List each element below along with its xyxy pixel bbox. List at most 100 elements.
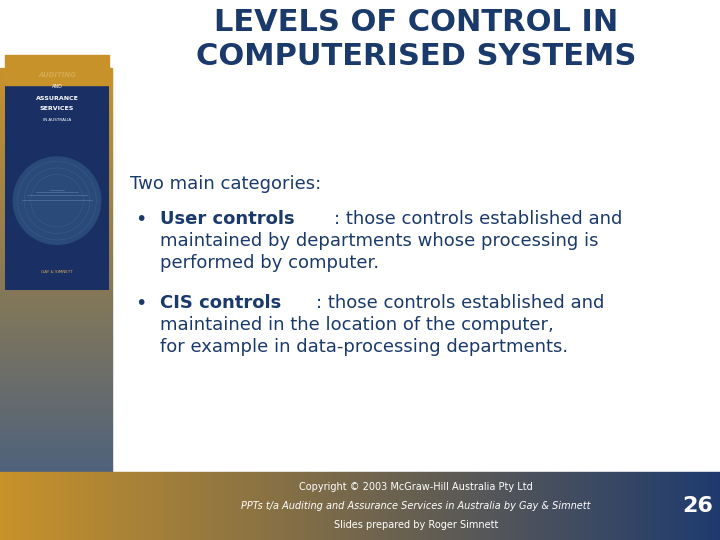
- Bar: [470, 472, 472, 540]
- Bar: [0, 328, 112, 329]
- Bar: [0, 147, 112, 149]
- Bar: [632, 472, 634, 540]
- Bar: [128, 472, 130, 540]
- Bar: [42, 472, 43, 540]
- Bar: [0, 477, 112, 478]
- Bar: [534, 472, 536, 540]
- Bar: [0, 381, 112, 383]
- Bar: [0, 480, 112, 482]
- Bar: [0, 528, 112, 529]
- Bar: [73, 472, 76, 540]
- Bar: [0, 185, 112, 186]
- Bar: [0, 195, 112, 197]
- Bar: [45, 472, 47, 540]
- Bar: [0, 313, 112, 315]
- Bar: [518, 472, 521, 540]
- Bar: [703, 472, 706, 540]
- Bar: [0, 246, 112, 247]
- Bar: [0, 144, 112, 145]
- Bar: [468, 472, 470, 540]
- Bar: [0, 468, 112, 469]
- Bar: [0, 73, 112, 75]
- Bar: [562, 472, 563, 540]
- Bar: [0, 469, 112, 471]
- Bar: [0, 449, 112, 450]
- Bar: [0, 191, 112, 192]
- Bar: [167, 472, 169, 540]
- Bar: [684, 472, 685, 540]
- Bar: [238, 472, 239, 540]
- Bar: [0, 134, 112, 136]
- Bar: [698, 472, 701, 540]
- Bar: [0, 84, 112, 85]
- Bar: [527, 472, 529, 540]
- Bar: [0, 265, 112, 266]
- Bar: [0, 260, 112, 261]
- Bar: [210, 472, 212, 540]
- Bar: [95, 472, 97, 540]
- Bar: [0, 111, 112, 112]
- Bar: [0, 292, 112, 293]
- Bar: [0, 214, 112, 216]
- Bar: [397, 472, 400, 540]
- Bar: [301, 472, 302, 540]
- Bar: [145, 472, 148, 540]
- Bar: [40, 472, 42, 540]
- Bar: [452, 472, 454, 540]
- Bar: [359, 472, 360, 540]
- Bar: [389, 472, 391, 540]
- Bar: [0, 450, 112, 452]
- Text: : those controls established and: : those controls established and: [317, 294, 605, 312]
- Bar: [216, 472, 218, 540]
- Bar: [0, 427, 112, 428]
- Bar: [683, 472, 684, 540]
- Bar: [0, 390, 112, 392]
- Bar: [0, 189, 112, 191]
- Bar: [169, 472, 171, 540]
- Bar: [0, 208, 112, 210]
- Bar: [0, 464, 112, 466]
- Bar: [549, 472, 551, 540]
- Text: for example in data-processing departments.: for example in data-processing departmen…: [160, 338, 568, 356]
- Bar: [331, 472, 333, 540]
- Bar: [0, 442, 112, 444]
- Bar: [107, 472, 108, 540]
- Bar: [503, 472, 504, 540]
- Bar: [0, 172, 112, 173]
- Bar: [0, 359, 112, 361]
- Bar: [647, 472, 648, 540]
- Bar: [29, 472, 30, 540]
- Bar: [0, 140, 112, 142]
- Bar: [0, 173, 112, 175]
- Bar: [0, 276, 112, 277]
- Bar: [490, 472, 491, 540]
- Bar: [0, 395, 112, 397]
- Bar: [0, 472, 112, 474]
- Bar: [391, 472, 392, 540]
- Bar: [0, 187, 112, 189]
- Bar: [412, 472, 414, 540]
- Bar: [0, 394, 112, 395]
- Bar: [0, 77, 112, 79]
- Bar: [367, 472, 369, 540]
- Bar: [0, 356, 112, 357]
- Bar: [0, 521, 112, 523]
- Bar: [0, 435, 112, 436]
- Bar: [611, 472, 612, 540]
- Bar: [0, 502, 112, 504]
- Bar: [0, 516, 112, 518]
- Bar: [0, 301, 112, 302]
- Bar: [0, 269, 112, 271]
- Bar: [337, 472, 338, 540]
- Bar: [151, 472, 153, 540]
- Bar: [0, 266, 112, 268]
- Bar: [0, 505, 112, 507]
- Bar: [0, 180, 112, 181]
- Bar: [122, 472, 125, 540]
- Bar: [670, 472, 671, 540]
- Bar: [194, 472, 196, 540]
- Bar: [0, 244, 112, 246]
- Bar: [81, 472, 83, 540]
- Bar: [0, 175, 112, 177]
- Text: SERVICES: SERVICES: [40, 106, 74, 111]
